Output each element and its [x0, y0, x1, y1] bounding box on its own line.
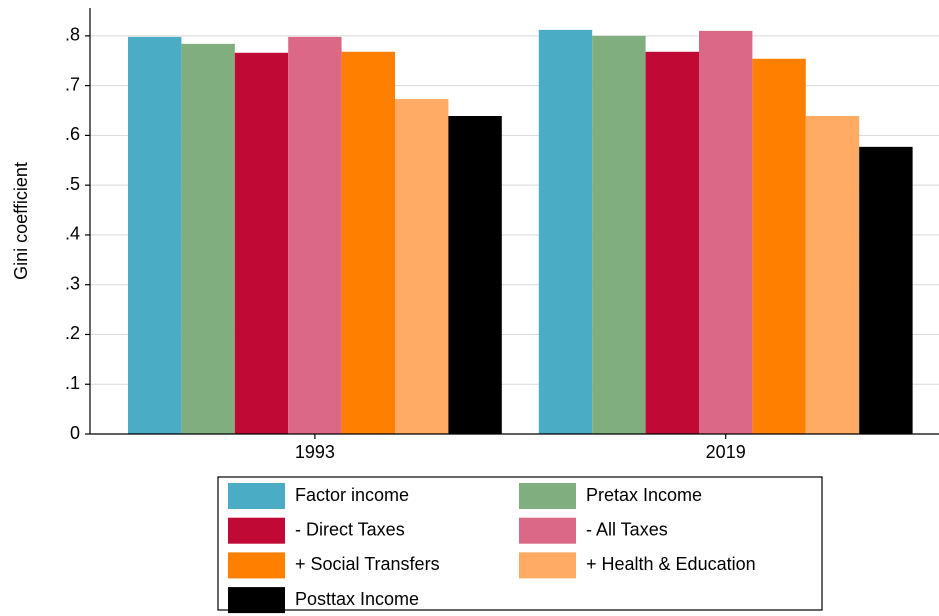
legend-swatch	[519, 552, 576, 579]
legend-label: - All Taxes	[586, 519, 668, 539]
y-tick-label: .7	[65, 74, 80, 94]
legend-swatch	[228, 552, 285, 579]
bar	[448, 115, 502, 435]
y-tick-label: .2	[65, 323, 80, 343]
bar	[859, 146, 913, 434]
bar	[805, 115, 860, 435]
y-tick-label: .5	[65, 174, 80, 194]
legend-box	[217, 476, 823, 611]
bar	[752, 58, 806, 434]
legend-swatch	[228, 587, 285, 614]
y-axis-title: Gini coefficient	[11, 162, 31, 280]
x-tick-label: 1993	[295, 442, 335, 462]
legend-label: Pretax Income	[586, 485, 702, 505]
legend-label: + Social Transfers	[295, 554, 440, 574]
y-tick-label: .8	[65, 25, 80, 45]
bar	[288, 36, 342, 434]
bar	[234, 52, 289, 434]
legend-swatch	[228, 483, 285, 509]
y-tick-label: .1	[65, 373, 80, 393]
bar	[341, 51, 395, 434]
legend-swatch	[228, 517, 285, 544]
y-tick-label: .3	[65, 273, 80, 293]
bar	[592, 35, 646, 434]
bar	[395, 99, 449, 434]
bar	[645, 51, 699, 434]
legend-label: - Direct Taxes	[295, 519, 405, 539]
legend-label: + Health & Education	[586, 554, 756, 574]
y-tick-label: .6	[65, 124, 80, 144]
bar	[128, 36, 182, 434]
y-tick-label: .4	[65, 224, 80, 244]
y-tick-label: 0	[70, 423, 80, 443]
legend-label: Posttax Income	[295, 589, 419, 609]
bar	[699, 30, 753, 435]
x-tick-label: 2019	[706, 442, 746, 462]
legend-swatch	[519, 483, 576, 509]
legend-label: Factor income	[295, 485, 409, 505]
legend-swatch	[519, 517, 576, 544]
bar	[538, 29, 593, 435]
bar	[181, 43, 235, 434]
